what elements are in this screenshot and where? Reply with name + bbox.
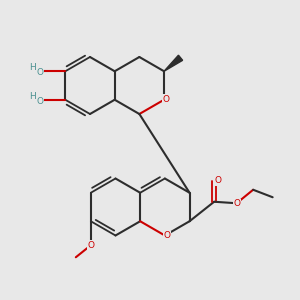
Text: O: O [163, 95, 170, 104]
Text: O: O [36, 97, 43, 106]
Text: O: O [214, 176, 221, 185]
Text: H: H [29, 92, 36, 100]
Polygon shape [164, 55, 183, 71]
Text: O: O [87, 241, 94, 250]
Text: O: O [233, 200, 240, 208]
Text: H: H [29, 63, 36, 72]
Text: O: O [36, 68, 43, 77]
Text: O: O [164, 231, 171, 240]
